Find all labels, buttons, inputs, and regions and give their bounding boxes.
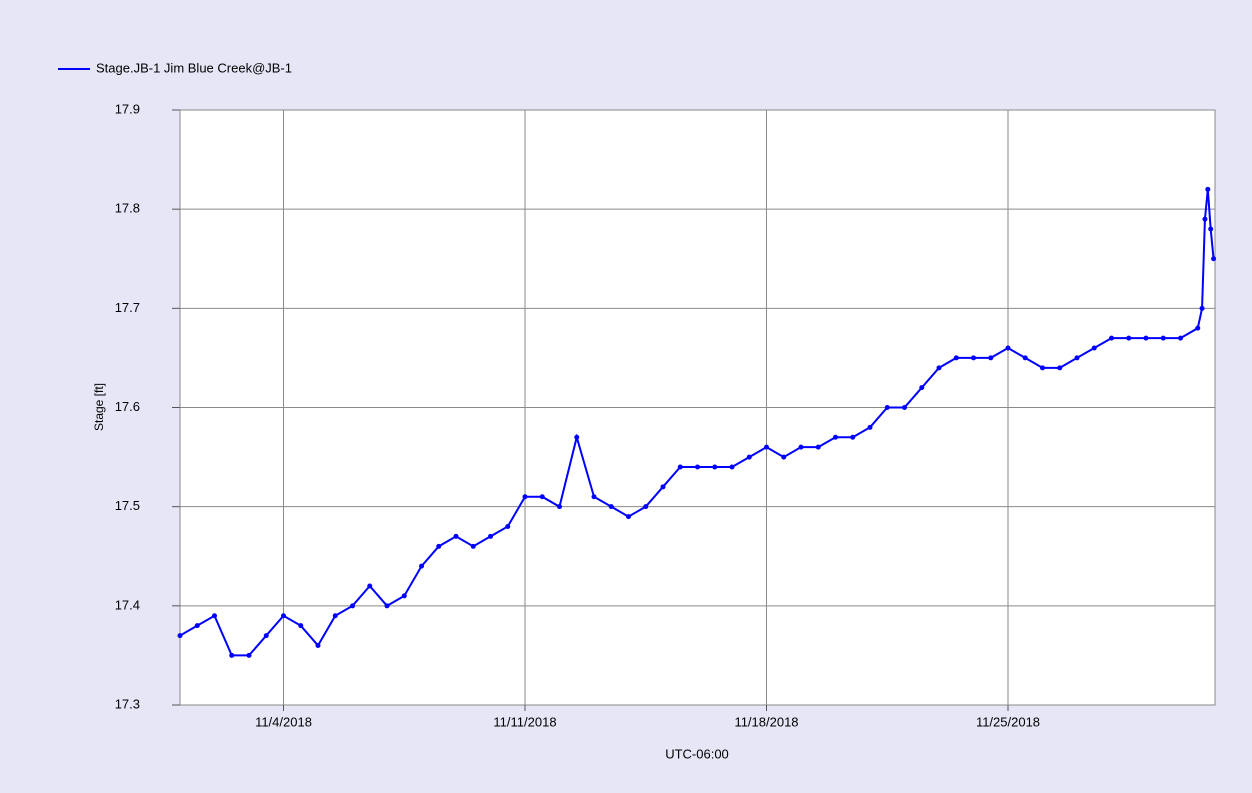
data-point (936, 365, 942, 371)
y-tick-label: 17.7 (115, 300, 140, 315)
data-point (1208, 226, 1214, 232)
y-tick-label: 17.8 (115, 201, 140, 216)
data-point (1202, 216, 1208, 222)
data-point (436, 543, 442, 549)
x-tick-label: 11/18/2018 (734, 714, 798, 729)
data-point (833, 434, 838, 440)
data-point (867, 424, 873, 430)
data-point (350, 603, 355, 609)
data-point (557, 504, 562, 510)
data-point (764, 444, 769, 450)
data-point (815, 444, 821, 450)
legend-label: Stage.JB-1 Jim Blue Creek@JB-1 (96, 60, 292, 75)
data-point (419, 563, 424, 569)
data-point (1199, 305, 1205, 311)
y-axis-label: Stage [ft] (92, 383, 106, 431)
data-point (660, 484, 666, 490)
data-point (332, 613, 338, 619)
x-tick-label: 11/25/2018 (976, 714, 1040, 729)
data-point (1195, 325, 1201, 331)
data-point (470, 543, 476, 549)
data-point (902, 405, 907, 410)
data-point (608, 504, 614, 510)
data-point (919, 385, 925, 391)
data-point (712, 464, 718, 470)
data-point (1109, 335, 1114, 341)
data-point (971, 355, 976, 361)
data-point (591, 494, 597, 500)
x-tick-label: 11/11/2018 (493, 714, 556, 729)
data-point (367, 583, 373, 589)
data-point (1074, 355, 1080, 361)
data-point (177, 633, 183, 639)
data-point (1040, 365, 1045, 371)
data-point (1205, 186, 1211, 192)
data-point (194, 623, 200, 629)
data-point (453, 533, 459, 539)
data-point (1143, 335, 1149, 341)
data-point (505, 524, 511, 529)
data-point (1091, 345, 1097, 351)
data-point (315, 643, 321, 648)
data-point (988, 355, 994, 361)
data-point (212, 613, 217, 619)
data-point (781, 454, 787, 460)
y-tick-label: 17.3 (115, 696, 140, 711)
data-point (695, 464, 700, 470)
data-point (746, 454, 752, 460)
data-point (384, 603, 390, 609)
x-axis-label: UTC-06:00 (665, 746, 729, 761)
data-point (263, 633, 269, 639)
data-point (281, 613, 286, 619)
data-point (1160, 335, 1166, 341)
data-point (729, 464, 735, 470)
data-point (401, 593, 407, 599)
data-point (643, 504, 649, 510)
data-point (246, 652, 252, 658)
data-point (1126, 335, 1132, 341)
data-point (884, 405, 890, 410)
data-point (798, 444, 804, 450)
data-point (850, 434, 856, 440)
data-point (1178, 335, 1183, 341)
data-point (626, 514, 631, 520)
data-point (539, 494, 545, 500)
data-point (298, 623, 304, 629)
y-tick-label: 17.5 (115, 498, 140, 513)
data-point (953, 355, 959, 361)
y-tick-label: 17.6 (115, 399, 140, 414)
x-tick-label: 11/4/2018 (255, 714, 312, 729)
data-point (488, 533, 493, 539)
data-point (574, 434, 580, 440)
y-tick-label: 17.4 (115, 597, 140, 612)
data-point (522, 494, 528, 500)
data-point (229, 652, 235, 658)
data-point (1005, 345, 1011, 351)
data-point (1211, 256, 1217, 262)
data-point (1022, 355, 1028, 361)
data-point (1057, 365, 1063, 371)
y-tick-label: 17.9 (115, 101, 140, 116)
data-point (677, 464, 683, 470)
